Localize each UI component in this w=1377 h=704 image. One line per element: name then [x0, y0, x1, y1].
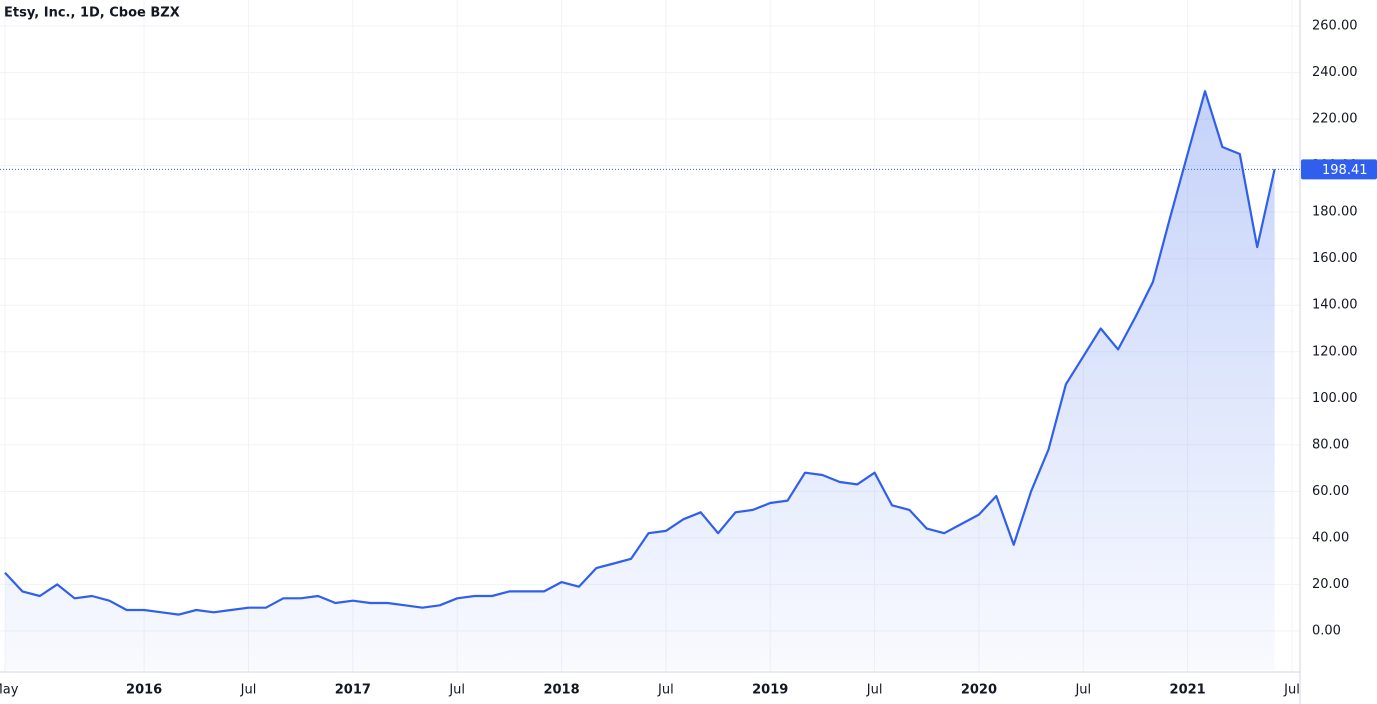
x-tick-label: 2019 — [752, 683, 788, 698]
y-tick-label: 140.00 — [1312, 298, 1358, 313]
y-tick-label: 160.00 — [1312, 251, 1358, 266]
last-price-label: 198.41 — [1322, 163, 1368, 178]
x-tick-label: 2017 — [335, 683, 371, 698]
x-tick-label: Jul — [1283, 683, 1300, 698]
y-tick-label: 180.00 — [1312, 205, 1358, 220]
last-price-tag — [1301, 159, 1377, 180]
x-tick-label: Jul — [1074, 683, 1091, 698]
x-tick-label: 2020 — [961, 683, 997, 698]
x-tick-label: Jul — [657, 683, 674, 698]
y-tick-label: 240.00 — [1312, 65, 1358, 80]
x-tick-label: 2016 — [126, 683, 162, 698]
y-tick-label: 260.00 — [1312, 19, 1358, 34]
chart-title: Etsy, Inc., 1D, Cboe BZX — [4, 6, 180, 21]
x-tick-label: Jul — [866, 683, 883, 698]
x-tick-label: Jul — [240, 683, 257, 698]
x-tick-label: May — [0, 683, 19, 698]
y-tick-label: 20.00 — [1312, 577, 1349, 592]
y-tick-label: 80.00 — [1312, 437, 1349, 452]
area-fill — [5, 91, 1275, 670]
x-tick-label: 2021 — [1170, 683, 1206, 698]
x-tick-label: Jul — [448, 683, 465, 698]
y-tick-label: 100.00 — [1312, 391, 1358, 406]
x-tick-label: 2018 — [543, 683, 579, 698]
y-tick-label: 60.00 — [1312, 484, 1349, 499]
y-tick-label: 0.00 — [1312, 623, 1341, 638]
y-tick-label: 40.00 — [1312, 530, 1349, 545]
y-tick-label: 120.00 — [1312, 344, 1358, 359]
price-line — [4, 90, 1276, 616]
y-tick-label: 220.00 — [1312, 112, 1358, 127]
